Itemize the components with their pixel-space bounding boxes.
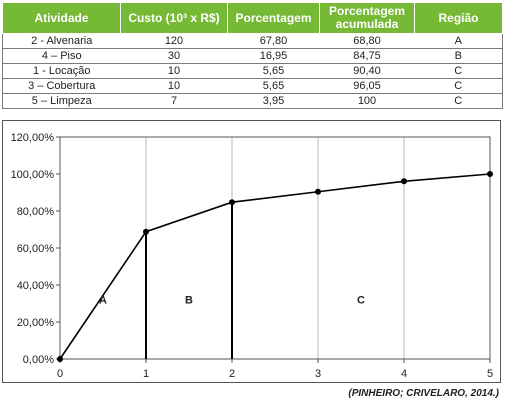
y-tick-label: 60,00% [17,243,55,255]
cell-custo: 120 [120,33,228,49]
y-tick-label: 20,00% [17,317,55,329]
header-atividade: Atividade [2,2,121,34]
x-tick-label: 0 [57,368,63,380]
x-tick-label: 3 [315,368,321,380]
x-tick-label: 5 [487,368,493,380]
table-row: 1 - Locação 10 5,65 90,40 C [2,63,503,79]
cell-acumulada: 100 [319,93,415,109]
data-point [57,356,63,362]
table-row: 4 – Piso 30 16,95 84,75 B [2,48,503,64]
cell-acumulada: 90,40 [319,63,415,79]
y-tick-label: 80,00% [17,206,55,218]
plot-area [59,136,491,360]
series-line [59,173,491,360]
cell-acumulada: 84,75 [319,48,415,64]
header-regiao: Região [414,2,503,34]
cell-custo: 10 [120,63,228,79]
table-row: 3 – Cobertura 10 5,65 96,05 C [2,78,503,94]
cell-custo: 7 [120,93,228,109]
header-porcentagem: Porcentagem [227,2,320,34]
data-point [143,228,149,235]
abc-curve-chart: 0,00% 20,00% 40,00% 60,00% 80,00% 100,00% 120,… [11,132,494,380]
cell-porcentagem: 67,80 [227,33,320,49]
data-point [229,199,235,206]
data-point [315,188,321,195]
cell-acumulada: 68,80 [319,33,415,49]
table-row: 2 - Alvenaria 120 67,80 68,80 A [2,33,503,49]
citation: (PINHEIRO; CRIVELARO, 2014.) [348,388,499,399]
cell-regiao: B [414,48,503,64]
region-label-a: A [99,295,107,307]
x-tick-label: 4 [401,368,407,380]
cell-atividade: 4 – Piso [2,48,121,64]
cell-regiao: A [414,33,503,49]
cell-regiao: C [414,78,503,94]
cell-atividade: 5 – Limpeza [2,93,121,109]
chart-frame: 0,00% 20,00% 40,00% 60,00% 80,00% 100,00% 120,… [2,120,501,383]
cell-porcentagem: 5,65 [227,78,320,94]
y-tick-label: 0,00% [23,354,54,366]
table-header-row: Atividade Custo (10³ x R$) Porcentagem P… [2,2,503,34]
cell-porcentagem: 5,65 [227,63,320,79]
cell-porcentagem: 16,95 [227,48,320,64]
cell-atividade: 2 - Alvenaria [2,33,121,49]
x-tick-label: 2 [229,368,235,380]
cell-atividade: 3 – Cobertura [2,78,121,94]
cell-regiao: C [414,63,503,79]
data-point [401,178,407,185]
y-tick-label: 40,00% [17,280,55,292]
x-tick-label: 1 [143,368,149,380]
region-label-b: B [185,295,193,307]
abc-table: Atividade Custo (10³ x R$) Porcentagem P… [2,2,503,109]
header-porcentagem-acumulada: Porcentagem acumulada [319,2,415,34]
data-point [487,171,493,177]
y-tick-label: 120,00% [11,132,55,144]
cell-custo: 30 [120,48,228,64]
cell-porcentagem: 3,95 [227,93,320,109]
table-row: 5 – Limpeza 7 3,95 100 C [2,93,503,109]
cell-atividade: 1 - Locação [2,63,121,79]
y-tick-label: 100,00% [11,169,55,181]
cell-regiao: C [414,93,503,109]
header-custo: Custo (10³ x R$) [120,2,228,34]
cell-acumulada: 96,05 [319,78,415,94]
cell-custo: 10 [120,78,228,94]
region-label-c: C [357,295,365,307]
